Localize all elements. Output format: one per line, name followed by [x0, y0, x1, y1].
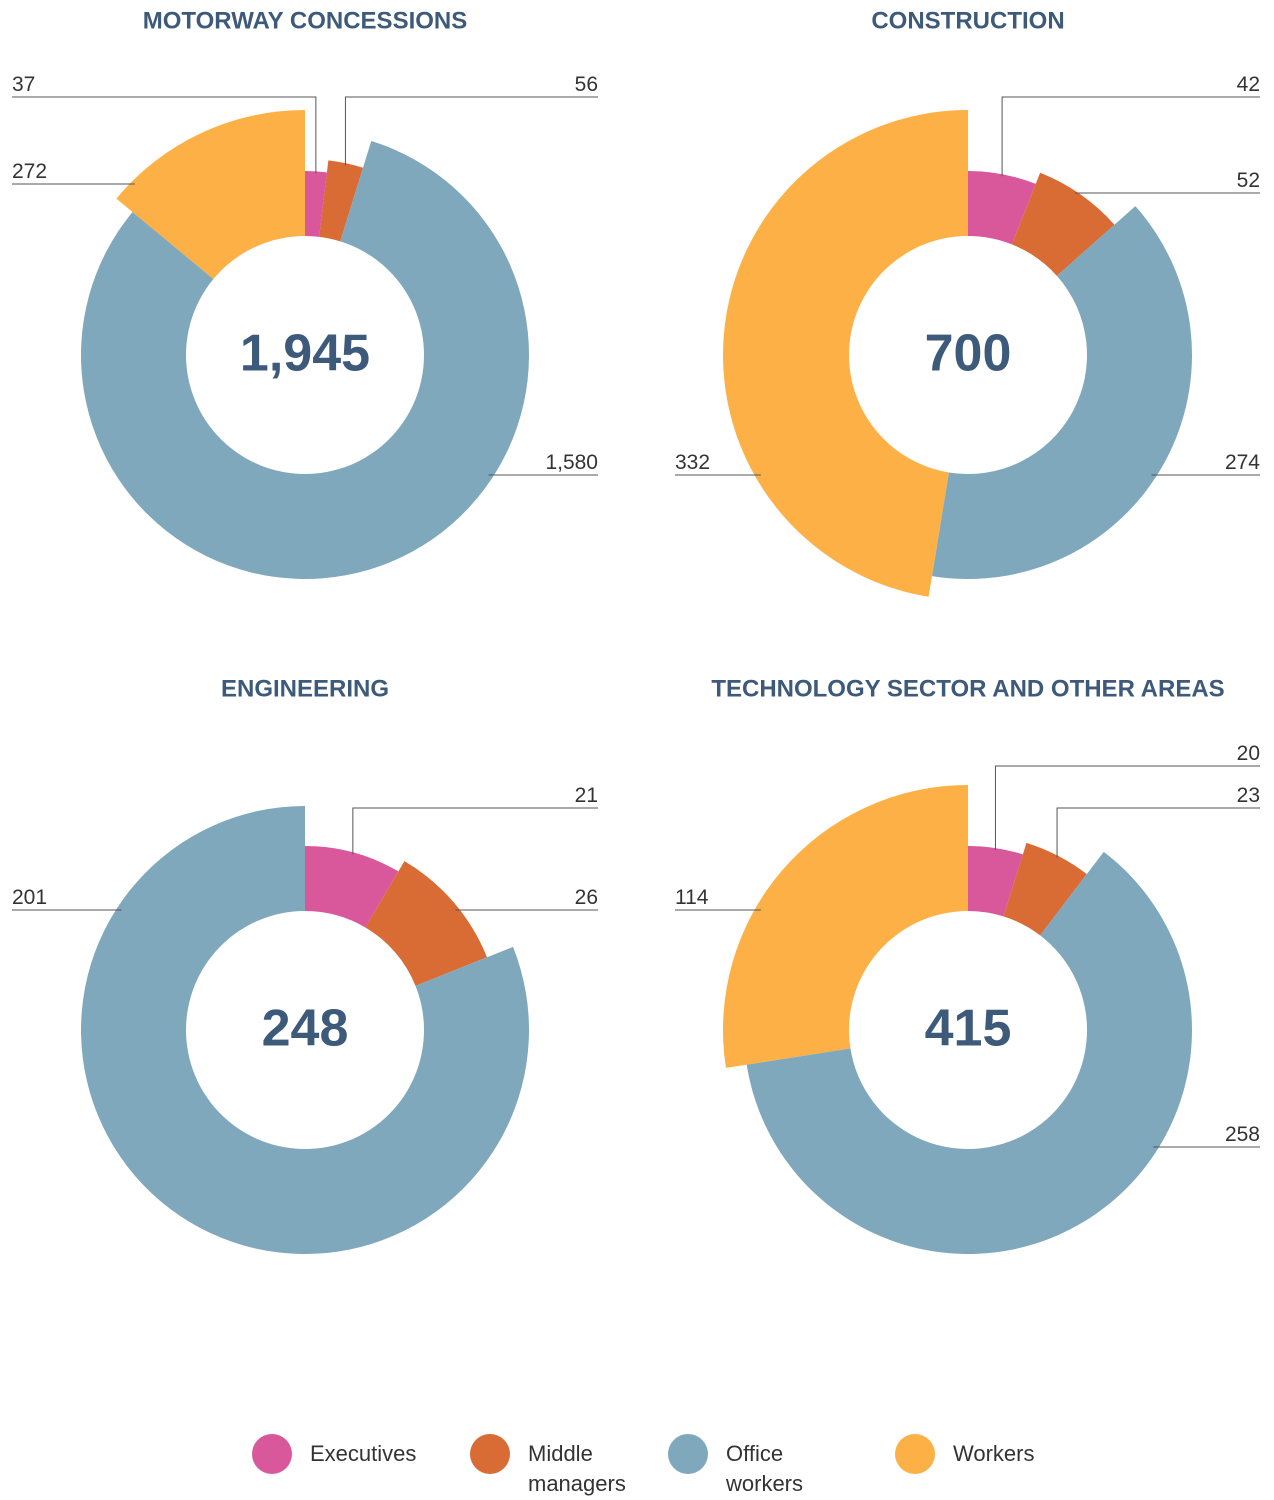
donut-segment [968, 171, 1036, 245]
legend-swatch [470, 1434, 510, 1474]
value-label: 26 [575, 886, 598, 909]
leader-line [1056, 807, 1260, 858]
value-label: 332 [675, 451, 710, 474]
value-label: 52 [1237, 169, 1260, 192]
legend-label: Middle managers [528, 1441, 626, 1496]
donut-segment [968, 846, 1023, 917]
leader-line [1001, 96, 1260, 177]
value-label: 37 [12, 73, 35, 96]
chart-title: MOTORWAY CONCESSIONS [143, 7, 468, 34]
leader-line [12, 96, 317, 174]
value-label: 258 [1225, 1123, 1260, 1146]
leader-line [994, 765, 1260, 851]
donut-segment [80, 141, 529, 579]
value-label: 21 [575, 784, 598, 807]
donut-segment [746, 851, 1192, 1254]
donut-segment [365, 861, 488, 986]
chart-title: ENGINEERING [221, 675, 389, 702]
value-label: 20 [1237, 742, 1260, 765]
total-label: 248 [262, 1000, 349, 1058]
donut-segment [305, 171, 327, 237]
value-label: 23 [1237, 784, 1260, 807]
value-label: 201 [12, 886, 47, 909]
legend-label: Office workers [726, 1441, 804, 1496]
chart-title: TECHNOLOGY SECTOR AND OTHER AREAS [711, 675, 1224, 702]
total-label: 1,945 [240, 325, 370, 383]
value-label: 42 [1237, 73, 1260, 96]
donut-segment [305, 846, 399, 928]
legend-swatch [668, 1434, 708, 1474]
donut-segment [931, 206, 1193, 580]
chart-title: CONSTRUCTION [871, 7, 1064, 34]
leader-line [344, 96, 598, 166]
legend-swatch [895, 1434, 935, 1474]
value-label: 1,580 [545, 451, 598, 474]
total-label: 415 [925, 1000, 1012, 1058]
donut-segment [116, 110, 305, 280]
legend-swatch [252, 1434, 292, 1474]
value-label: 56 [575, 73, 598, 96]
legend-label: Workers [953, 1441, 1035, 1466]
legend-label: Executives [310, 1441, 417, 1466]
donut-segment [319, 160, 364, 242]
leader-line [352, 807, 598, 855]
donut-segment [723, 110, 968, 597]
donut-segment [1003, 842, 1087, 936]
value-label: 272 [12, 160, 47, 183]
total-label: 700 [925, 325, 1012, 383]
value-label: 114 [675, 886, 709, 909]
donut-segment [723, 785, 968, 1068]
donut-segment [1011, 172, 1115, 276]
value-label: 274 [1225, 451, 1260, 474]
donut-segment [80, 806, 529, 1255]
